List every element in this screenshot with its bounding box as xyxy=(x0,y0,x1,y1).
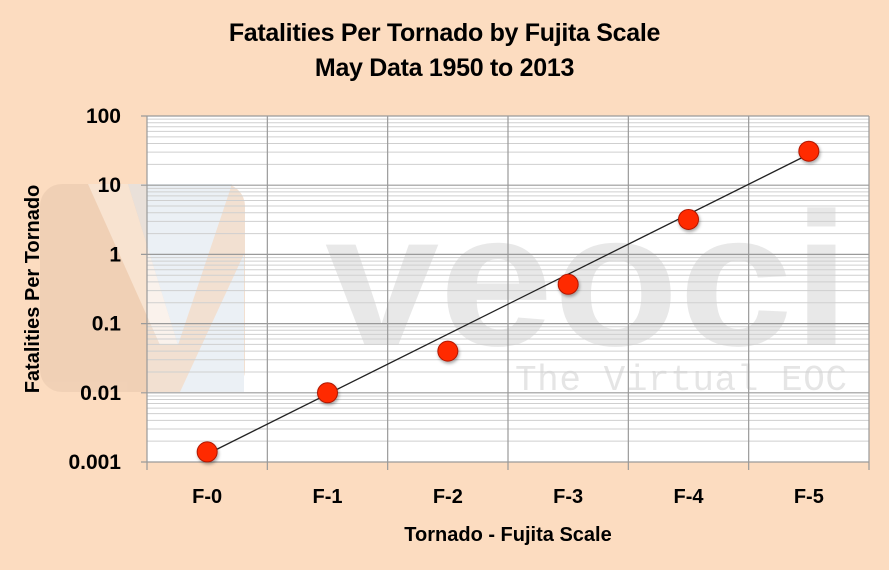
chart-title-line1: Fatalities Per Tornado by Fujita Scale xyxy=(228,19,661,47)
chart-title: Fatalities Per Tornado by Fujita Scale M… xyxy=(0,16,889,86)
x-tick-label: F-2 xyxy=(433,486,463,508)
y-tick-label: 10 xyxy=(98,174,121,197)
y-tick-label: 0.1 xyxy=(92,313,122,336)
y-tick-label: 0.001 xyxy=(68,451,121,474)
watermark: veoci The Virtual EOC xyxy=(40,174,850,401)
data-point-f-4 xyxy=(678,208,699,230)
data-point-f-0 xyxy=(196,441,218,463)
y-axis-title: Fatalities Per Tornado xyxy=(22,185,44,394)
trendline xyxy=(206,153,810,455)
data-point-f-5 xyxy=(798,140,820,162)
x-tick-label: F-1 xyxy=(313,486,343,508)
y-axis: 100 10 1 0.1 0.01 0.001 xyxy=(68,105,121,474)
x-axis-title: Tornado - Fujita Scale xyxy=(404,524,611,546)
y-tick-label: 1 xyxy=(109,243,121,266)
data-point-f-1 xyxy=(317,382,338,404)
data-points xyxy=(196,140,820,463)
x-tick-label: F-0 xyxy=(192,486,222,508)
veoci-logo-icon xyxy=(40,184,245,392)
watermark-tagline: The Virtual EOC xyxy=(515,360,847,401)
data-point-f-3 xyxy=(557,273,579,295)
x-tick-label: F-4 xyxy=(674,486,705,508)
chart-subtitle: May Data 1950 to 2013 xyxy=(314,54,575,82)
x-tick-label: F-5 xyxy=(794,486,824,508)
x-axis: F-0 F-1 F-2 F-3 F-4 F-5 xyxy=(192,486,824,508)
y-tick-label: 0.01 xyxy=(80,382,121,405)
vertical-gridlines xyxy=(146,116,870,470)
data-point-f-2 xyxy=(437,340,459,362)
y-tick-label: 100 xyxy=(86,105,121,128)
x-tick-label: F-3 xyxy=(553,486,583,508)
